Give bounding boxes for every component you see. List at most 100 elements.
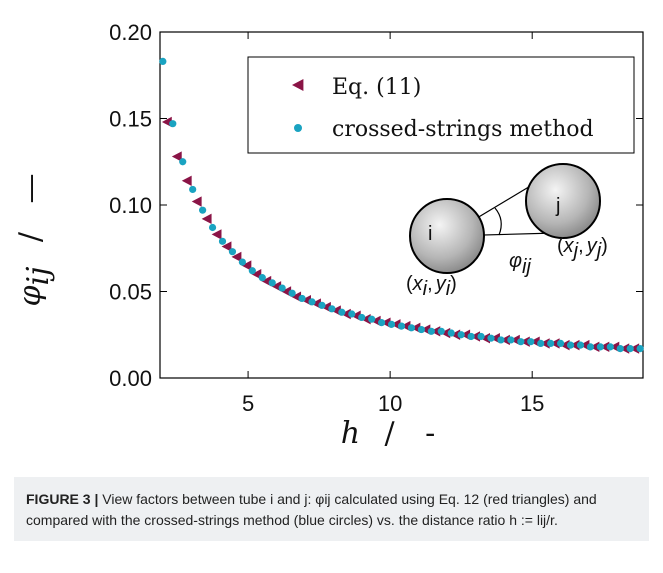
data-point-circle bbox=[447, 329, 455, 337]
data-point-triangle bbox=[221, 241, 232, 252]
data-point-circle bbox=[417, 325, 425, 334]
legend: Eq. (11) crossed-strings method bbox=[247, 56, 635, 154]
series-layer bbox=[159, 57, 644, 354]
caption-text: View factors between tube i and j: φij c… bbox=[26, 491, 597, 528]
data-point-triangle bbox=[440, 327, 451, 339]
data-point-circle bbox=[397, 322, 406, 330]
data-point-circle bbox=[169, 120, 177, 128]
data-point-circle bbox=[268, 279, 276, 287]
data-point-triangle bbox=[211, 229, 222, 240]
x-tick-label: 5 bbox=[242, 391, 254, 416]
x-ticks: 5 10 15 bbox=[242, 32, 544, 416]
legend-label-crossed-strings: crossed-strings method bbox=[332, 117, 594, 142]
data-point-circle bbox=[517, 338, 525, 346]
data-point-circle bbox=[467, 332, 475, 341]
legend-label-eq11: Eq. (11) bbox=[332, 75, 421, 100]
y-tick-label: 0.20 bbox=[109, 20, 152, 45]
data-point-circle bbox=[199, 206, 207, 214]
data-point-triangle bbox=[480, 333, 490, 344]
data-point-circle bbox=[566, 341, 575, 349]
angle-label: φij bbox=[509, 250, 531, 278]
data-point-circle bbox=[547, 339, 555, 347]
data-point-circle bbox=[477, 332, 485, 341]
label-j: j bbox=[555, 195, 560, 217]
data-point-triangle bbox=[500, 334, 510, 346]
data-point-circle bbox=[358, 313, 366, 322]
data-point-circle bbox=[497, 336, 505, 344]
data-point-circle bbox=[606, 343, 614, 351]
data-point-triangle bbox=[201, 213, 212, 225]
angle-arc bbox=[494, 207, 502, 236]
data-point-circle bbox=[636, 344, 644, 353]
data-point-circle bbox=[378, 319, 386, 327]
data-point-circle bbox=[348, 310, 356, 318]
y-tick-label: 0.05 bbox=[109, 280, 152, 305]
coord-j: (xj, yj) bbox=[557, 235, 608, 262]
data-point-circle bbox=[527, 338, 535, 346]
data-point-circle bbox=[387, 320, 396, 328]
data-point-triangle bbox=[629, 343, 640, 354]
data-point-circle bbox=[586, 343, 595, 351]
data-point-triangle bbox=[559, 339, 570, 351]
data-point-triangle bbox=[539, 338, 550, 349]
data-point-circle bbox=[626, 344, 634, 353]
data-point-triangle bbox=[470, 331, 481, 342]
data-point-triangle bbox=[549, 338, 560, 349]
y-ticks: 0.00 0.05 0.10 0.15 0.20 bbox=[109, 20, 643, 391]
data-point-circle bbox=[407, 324, 416, 332]
data-point-triangle bbox=[519, 336, 530, 347]
data-point-circle bbox=[258, 274, 266, 282]
data-point-circle bbox=[179, 158, 187, 166]
data-point-triangle bbox=[340, 308, 351, 320]
data-point-circle bbox=[318, 301, 326, 309]
data-point-circle bbox=[576, 341, 585, 349]
y-axis-label: φij / — bbox=[13, 174, 56, 307]
data-point-triangle bbox=[599, 341, 610, 353]
y-tick-label: 0.10 bbox=[109, 193, 152, 218]
circle-i bbox=[409, 198, 485, 274]
data-point-triangle bbox=[589, 341, 600, 353]
data-point-circle bbox=[248, 267, 256, 275]
data-point-triangle bbox=[430, 326, 441, 337]
data-point-triangle bbox=[619, 343, 630, 354]
legend-marker-circle bbox=[294, 124, 302, 132]
data-point-triangle bbox=[191, 196, 202, 207]
data-point-triangle bbox=[181, 175, 192, 186]
data-point-circle bbox=[189, 185, 197, 194]
circle-j bbox=[525, 163, 601, 239]
data-point-triangle bbox=[231, 251, 242, 263]
data-point-circle bbox=[457, 331, 465, 339]
data-point-circle bbox=[507, 336, 515, 344]
data-point-triangle bbox=[360, 313, 371, 325]
x-tick-label: 10 bbox=[378, 391, 402, 416]
x-axis-label: h / - bbox=[341, 416, 435, 451]
data-point-circle bbox=[368, 315, 376, 323]
data-point-circle bbox=[238, 258, 246, 266]
data-point-circle bbox=[616, 344, 624, 353]
data-point-circle bbox=[288, 289, 296, 297]
data-point-triangle bbox=[241, 260, 252, 271]
legend-box bbox=[247, 56, 635, 154]
geometry-inset: i j (xi, yi) (xj, yj) φij bbox=[406, 163, 608, 300]
label-i: i bbox=[428, 223, 432, 245]
series-crossed-strings bbox=[159, 57, 644, 353]
data-point-circle bbox=[537, 339, 545, 347]
data-point-circle bbox=[298, 294, 306, 303]
data-point-circle bbox=[278, 284, 286, 292]
y-tick-label: 0.15 bbox=[109, 107, 152, 132]
data-point-triangle bbox=[450, 329, 461, 340]
caption-label: FIGURE 3 | bbox=[26, 491, 99, 507]
data-point-circle bbox=[328, 305, 336, 313]
y-tick-label: 0.00 bbox=[109, 366, 152, 391]
data-point-circle bbox=[228, 248, 237, 256]
series-eq11 bbox=[161, 116, 640, 354]
data-point-circle bbox=[487, 334, 495, 342]
data-point-circle bbox=[159, 57, 167, 66]
data-point-circle bbox=[596, 343, 604, 351]
data-point-circle bbox=[427, 327, 435, 335]
data-point-circle bbox=[338, 308, 346, 316]
data-point-circle bbox=[218, 237, 227, 245]
data-point-triangle bbox=[171, 151, 182, 162]
scatter-chart: 0.00 0.05 0.10 0.15 0.20 5 10 15 h / - φij / —… bbox=[13, 20, 644, 451]
data-point-circle bbox=[557, 339, 565, 347]
